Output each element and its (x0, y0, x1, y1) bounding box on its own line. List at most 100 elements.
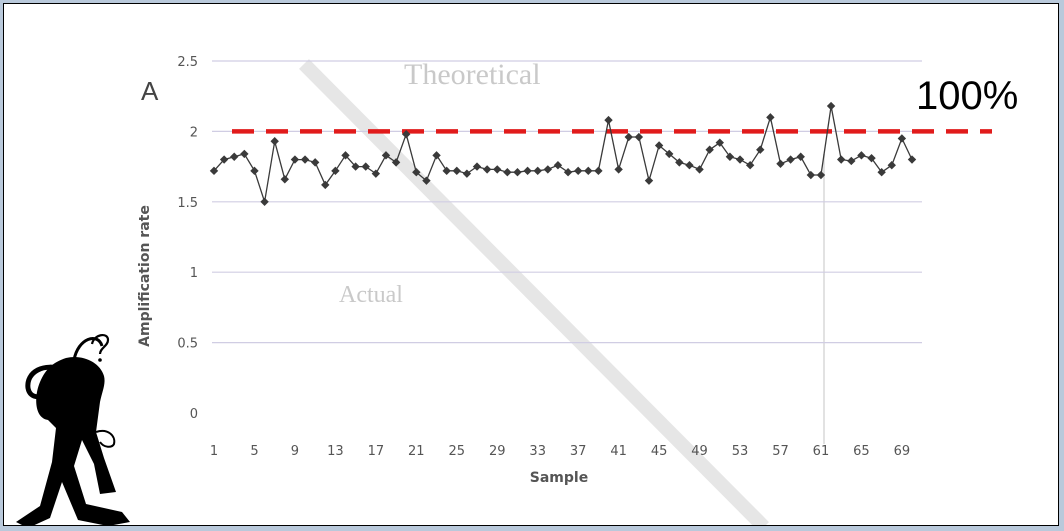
x-tick-label: 25 (449, 444, 466, 459)
data-point (391, 158, 401, 167)
data-point (776, 159, 785, 168)
data-point (270, 137, 279, 146)
x-tick-label: 45 (651, 444, 668, 459)
data-point (735, 155, 745, 164)
data-point (543, 165, 553, 174)
background-word-theoretical: Theoretical (404, 58, 541, 91)
data-point (462, 169, 472, 178)
data-point (341, 151, 350, 160)
data-point (806, 170, 816, 180)
data-point (209, 166, 219, 176)
data-point (482, 165, 492, 174)
data-point (472, 162, 482, 171)
data-point (280, 175, 290, 184)
background-word-actual: Actual (339, 282, 403, 308)
y-tick-labels: 0 0.5 1 1.5 2 2.5 (177, 55, 198, 422)
data-point (624, 132, 633, 142)
data-point (310, 158, 320, 167)
data-point (715, 138, 724, 147)
x-tick-label: 49 (691, 444, 708, 459)
panel-label: A (141, 76, 159, 106)
data-point (614, 165, 623, 174)
x-tick-label: 69 (894, 444, 911, 459)
data-point (796, 152, 805, 161)
data-point (604, 115, 613, 125)
data-point (300, 155, 310, 164)
x-tick-label: 13 (327, 444, 344, 459)
data-point (705, 145, 714, 154)
data-point (381, 151, 391, 160)
x-tick-label: 17 (368, 444, 385, 459)
data-point (675, 158, 684, 167)
x-tick-label: 33 (529, 444, 546, 459)
slide: Theoretical Actual 0 0.5 1 1.5 2 2.5 1 5 9 13 17 2… (3, 3, 1059, 526)
data-point (826, 101, 836, 111)
data-point (412, 168, 421, 177)
data-point (563, 168, 573, 177)
y-axis-title: Amplification rate (137, 205, 153, 347)
y-tick-label: 1 (190, 266, 198, 281)
y-tick-label: 0 (190, 407, 198, 422)
x-tick-label: 41 (610, 444, 627, 459)
data-point (745, 160, 755, 170)
x-tick-label: 1 (210, 444, 218, 459)
data-point (695, 165, 704, 174)
data-point (432, 151, 441, 160)
data-point (240, 149, 249, 159)
data-point (847, 156, 856, 166)
x-tick-label: 5 (250, 444, 258, 459)
data-point (290, 155, 300, 164)
data-point (584, 166, 593, 176)
data-point (766, 113, 775, 122)
data-point (877, 168, 886, 177)
data-point (665, 149, 674, 159)
data-point (634, 132, 644, 142)
data-point (644, 176, 654, 185)
data-point (513, 168, 522, 177)
x-tick-label: 21 (408, 444, 425, 459)
gridlines (212, 60, 922, 344)
scan-background: Theoretical Actual (299, 58, 825, 525)
data-point (351, 162, 360, 171)
reference-line-label: 100% (916, 74, 1018, 118)
data-point (573, 166, 583, 176)
data-point (371, 169, 381, 178)
x-tick-label: 65 (853, 444, 870, 459)
data-point (654, 141, 664, 150)
data-point (887, 160, 896, 170)
data-point (533, 166, 542, 176)
y-tick-label: 2 (190, 125, 198, 140)
x-tick-labels: 1 5 9 13 17 21 25 29 33 37 41 45 49 53 57 61 65 69 (210, 444, 910, 459)
data-point (836, 155, 846, 164)
data-point (867, 153, 876, 163)
x-axis-title: Sample (530, 470, 588, 486)
data-point (361, 162, 370, 171)
data-point (907, 155, 917, 164)
data-point (816, 170, 826, 180)
data-point (250, 166, 259, 176)
x-tick-label: 53 (732, 444, 749, 459)
data-series (209, 101, 917, 206)
data-point (503, 168, 512, 177)
data-point (857, 151, 866, 160)
data-point (452, 166, 461, 176)
data-point (422, 176, 431, 185)
data-point (219, 155, 229, 164)
x-tick-label: 37 (570, 444, 587, 459)
data-point (897, 134, 907, 143)
data-point (402, 130, 411, 139)
data-point (725, 152, 735, 161)
data-point (553, 160, 563, 170)
y-tick-label: 0.5 (177, 337, 198, 352)
data-point (685, 160, 694, 170)
data-point (756, 145, 765, 154)
y-tick-label: 2.5 (177, 55, 198, 70)
data-point (321, 180, 330, 190)
data-point (260, 197, 269, 206)
data-point (786, 155, 795, 164)
data-point (230, 152, 239, 161)
data-point (594, 166, 603, 176)
series-line (213, 105, 913, 203)
data-point (442, 166, 451, 176)
data-point (493, 165, 502, 174)
